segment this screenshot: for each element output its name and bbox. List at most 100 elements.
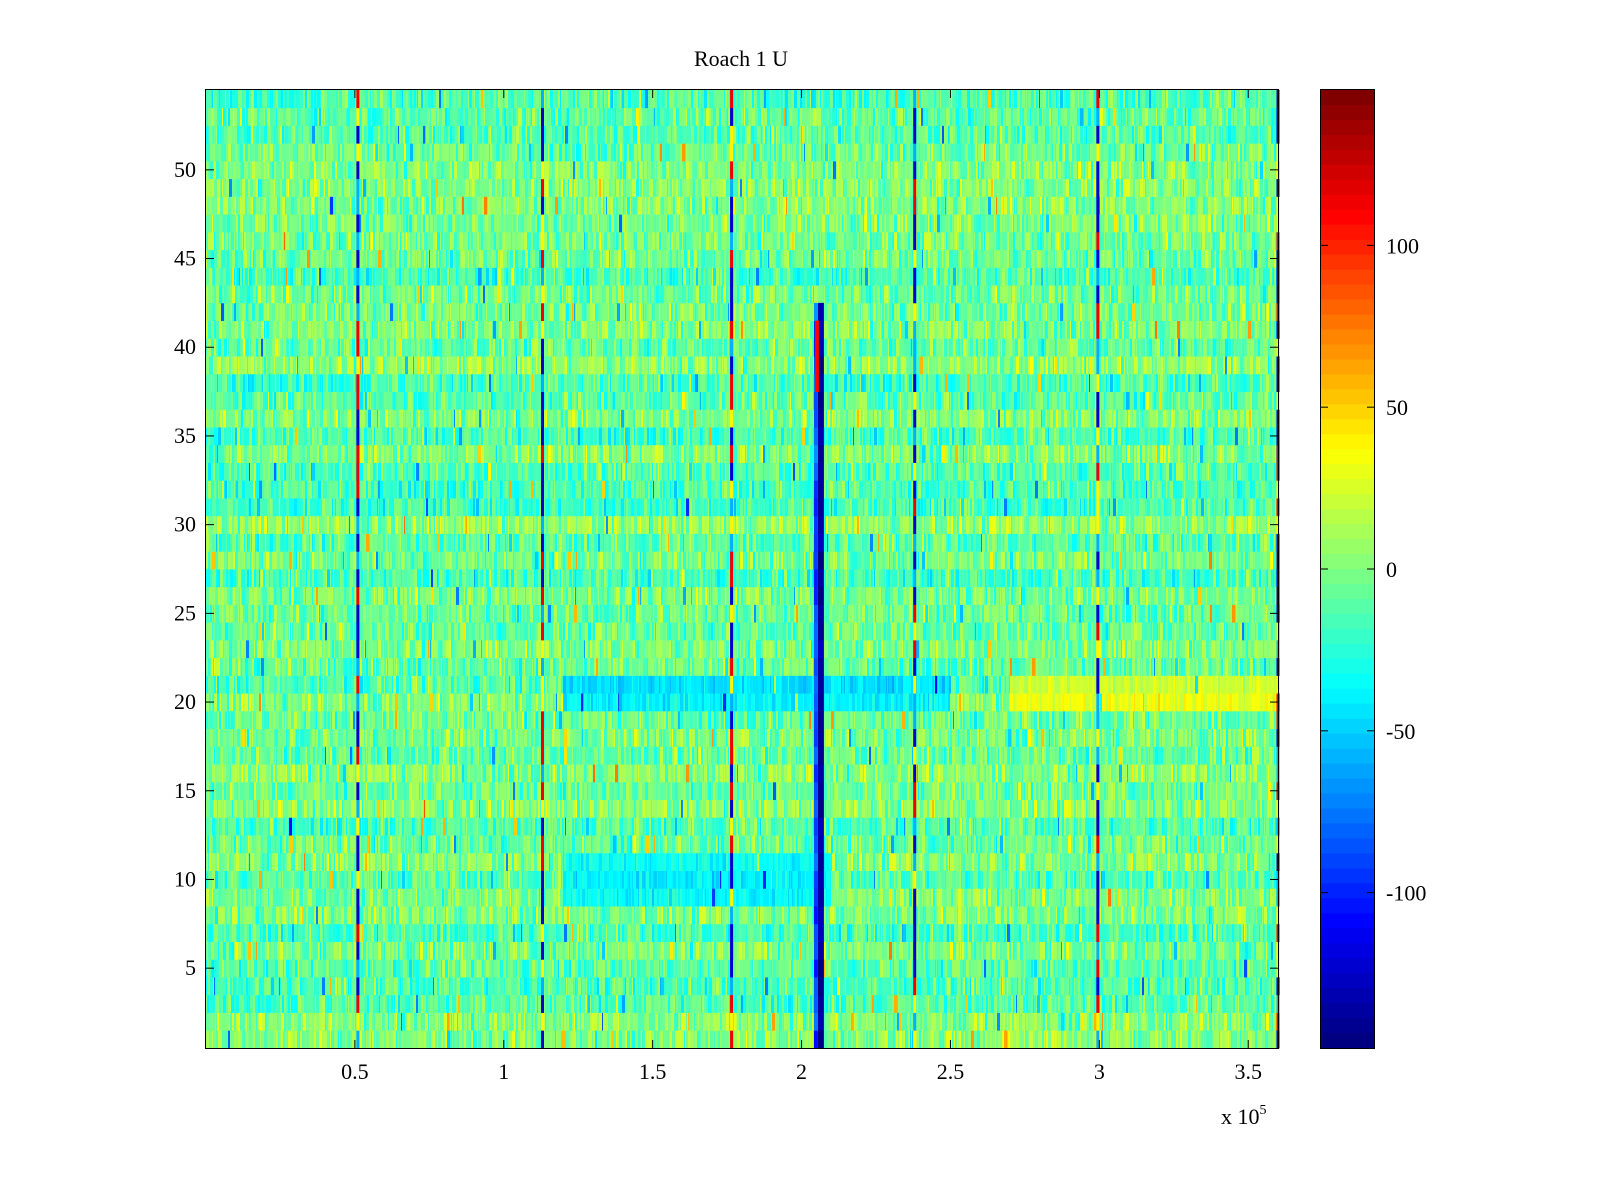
heatmap-cell [365, 924, 366, 942]
heatmap-cell [371, 977, 372, 995]
heatmap-cell [1108, 888, 1111, 906]
heatmap-cell [1200, 1030, 1201, 1048]
heatmap-cell [546, 1013, 549, 1031]
heatmap-cell [419, 977, 420, 995]
heatmap-cell [300, 1030, 301, 1048]
heatmap-cell [1222, 995, 1223, 1013]
heatmap-cell [283, 888, 286, 906]
heatmap-cell [453, 1013, 454, 1031]
heatmap-cell [605, 906, 607, 924]
heatmap-cell [624, 888, 625, 906]
heatmap-cell [1266, 888, 1268, 906]
heatmap-cell [418, 1013, 421, 1031]
heatmap-cell [869, 888, 872, 906]
heatmap-cell [476, 906, 479, 924]
heatmap-cell [407, 1013, 410, 1031]
heatmap-cell [833, 906, 834, 924]
heatmap-cell [588, 906, 590, 924]
heatmap-cell [618, 924, 620, 942]
heatmap-cell [868, 924, 871, 942]
heatmap-cell [703, 1013, 706, 1031]
heatmap-cell [760, 995, 761, 1013]
heatmap-cell [803, 924, 805, 942]
heatmap-cell [251, 888, 254, 906]
heatmap-cell [716, 906, 719, 924]
heatmap-cell [983, 942, 986, 960]
heatmap-cell [1141, 1030, 1142, 1048]
heatmap-cell [867, 906, 870, 924]
heatmap-cell [987, 977, 990, 995]
heatmap-cell [1014, 924, 1017, 942]
heatmap-cell [626, 977, 629, 995]
heatmap-cell [899, 959, 902, 977]
heatmap-cell [1116, 924, 1117, 942]
heatmap-cell [489, 924, 492, 942]
heatmap-cell [416, 1030, 418, 1048]
heatmap-cell [419, 924, 421, 942]
heatmap-cell [871, 924, 874, 942]
heatmap-cell [1055, 1013, 1058, 1031]
heatmap-cell [1162, 995, 1163, 1013]
heatmap-cell [493, 977, 494, 995]
heatmap-cell [750, 924, 753, 942]
heatmap-cell [1082, 942, 1084, 960]
heatmap-cell [834, 959, 835, 977]
heatmap-cell [764, 906, 767, 924]
heatmap-cell [1085, 995, 1086, 1013]
heatmap-cell [1239, 942, 1242, 960]
heatmap-cell [325, 1030, 327, 1048]
heatmap-cell [980, 977, 981, 995]
heatmap-cell [486, 1013, 489, 1031]
heatmap-cell [1225, 959, 1228, 977]
heatmap-cell [504, 924, 505, 942]
heatmap-cell [599, 942, 602, 960]
heatmap-cell [708, 977, 709, 995]
heatmap-cell [647, 977, 648, 995]
heatmap-cell [826, 942, 827, 960]
heatmap-cell [534, 924, 537, 942]
heatmap-cell [1161, 1013, 1164, 1031]
heatmap-cell [401, 1030, 404, 1048]
heatmap-cell [719, 977, 722, 995]
heatmap-cell [1197, 906, 1200, 924]
heatmap-cell [874, 924, 875, 942]
heatmap-cell [315, 924, 318, 942]
heatmap-cell [1025, 959, 1026, 977]
heatmap-cell [1027, 924, 1029, 942]
heatmap-cell [499, 888, 502, 906]
heatmap-cell [720, 1030, 721, 1048]
heatmap-cell [569, 888, 571, 906]
heatmap-cell [725, 977, 726, 995]
heatmap-cell [1259, 995, 1262, 1013]
heatmap-cell [900, 995, 902, 1013]
heatmap-cell [707, 942, 710, 960]
heatmap-cell [494, 1013, 497, 1031]
heatmap-cell [443, 1013, 444, 1031]
heatmap-cell [431, 1030, 433, 1048]
heatmap-cell [888, 977, 891, 995]
heatmap-cell [1152, 959, 1155, 977]
heatmap-cell [788, 906, 790, 924]
heatmap-cell [242, 871, 245, 889]
heatmap-cell [1186, 888, 1187, 906]
heatmap-cell [1176, 959, 1178, 977]
heatmap-cell [1219, 924, 1222, 942]
heatmap-cell [798, 906, 799, 924]
heatmap-cell [1200, 977, 1202, 995]
heatmap-cell [979, 942, 981, 960]
heatmap-cell [1045, 906, 1047, 924]
heatmap-cell [590, 995, 591, 1013]
heatmap-cell [947, 995, 950, 1013]
heatmap-cell [329, 924, 331, 942]
heatmap-cell [718, 1030, 720, 1048]
heatmap-cell [447, 977, 449, 995]
heatmap-cell [224, 888, 225, 906]
heatmap-cell [833, 1013, 835, 1031]
heatmap-cell [628, 1030, 630, 1048]
heatmap-cell [316, 959, 318, 977]
heatmap-cell [249, 995, 250, 1013]
heatmap-cell [1222, 924, 1223, 942]
heatmap-cell [660, 959, 662, 977]
heatmap-cell [1041, 1013, 1043, 1031]
heatmap-cell [866, 888, 868, 906]
